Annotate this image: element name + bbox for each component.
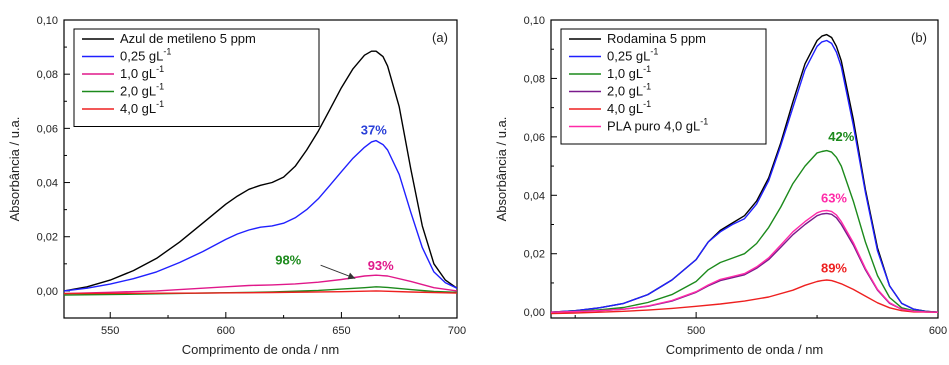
legend-entry: 2,0 gL-1 — [607, 82, 651, 99]
legend-label-superscript: -1 — [650, 47, 658, 57]
series-line-1 — [551, 39, 938, 313]
series-line-1 — [64, 139, 457, 292]
series-group — [64, 50, 457, 296]
legend-entry: 0,25 gL-1 — [607, 47, 658, 64]
y-tick-label: 0,00 — [524, 307, 545, 319]
panel-label: (b) — [911, 30, 927, 45]
chart-panel-b: 500 600 0,00 0,02 0,04 0,06 0,08 0,10 Compriment… — [494, 15, 947, 357]
legend-label-superscript: -1 — [156, 64, 164, 74]
legend-entry: 1,0 gL-1 — [607, 64, 651, 81]
x-tick-label: 700 — [448, 325, 466, 337]
y-axis-label: Absorbância / u.a. — [7, 117, 22, 222]
legend-label: 2,0 gL — [607, 84, 643, 99]
legend-label: 4,0 gL — [607, 101, 643, 116]
legend-label: PLA puro 4,0 gL — [607, 119, 700, 134]
legend-box — [73, 28, 320, 127]
series-line-0 — [64, 50, 457, 292]
legend-label: 1,0 gL — [120, 66, 156, 81]
legend-label: 2,0 gL — [120, 84, 156, 99]
legend-entry: 1,0 gL-1 — [120, 64, 164, 81]
panel-label: (a) — [432, 30, 448, 45]
legend-label-superscript: -1 — [156, 82, 164, 92]
y-tick-label: 0,02 — [524, 249, 545, 261]
y-tick-label: 0,04 — [524, 190, 545, 202]
legend-entry: Azul de metileno 5 ppm — [120, 31, 256, 46]
x-tick-label: 650 — [332, 325, 350, 337]
series-line-3 — [551, 212, 938, 313]
legend-entry: 2,0 gL-1 — [120, 82, 164, 99]
legend-label: 4,0 gL — [120, 101, 156, 116]
chart-panel-a: 550 600 650 700 0,00 0,02 0,04 0,06 0,08 0,10 Comp… — [7, 15, 466, 357]
y-tick-label: 0,04 — [37, 178, 58, 190]
y-tick-label: 0,10 — [37, 15, 58, 27]
legend-entry: PLA puro 4,0 gL-1 — [607, 117, 708, 134]
x-axis-label: Comprimento de onda / nm — [182, 342, 340, 357]
annotation-percent: 37% — [361, 122, 387, 137]
legend-label: 0,25 gL — [607, 49, 650, 64]
legend-label-superscript: -1 — [700, 117, 708, 127]
legend-label: Rodamina 5 ppm — [607, 31, 706, 46]
legend-entry: 0,25 gL-1 — [120, 47, 171, 64]
annotation-percent: 93% — [368, 258, 394, 273]
x-axis-label: Comprimento de onda / nm — [666, 342, 824, 357]
x-tick-label: 550 — [101, 325, 119, 337]
y-tick-label: 0,06 — [37, 123, 58, 135]
legend-label: 0,25 gL — [120, 49, 163, 64]
legend-label-superscript: -1 — [643, 64, 651, 74]
y-tick-label: 0,02 — [37, 232, 58, 244]
series-line-5 — [551, 209, 938, 313]
legend-entry: Rodamina 5 ppm — [607, 31, 706, 46]
legend-entry: 4,0 gL-1 — [607, 99, 651, 116]
annotation-percent: 98% — [275, 252, 301, 267]
y-tick-label: 0,08 — [524, 73, 545, 85]
x-tick-label: 600 — [217, 325, 235, 337]
legend-label: Azul de metileno 5 ppm — [120, 31, 256, 46]
legend-label-superscript: -1 — [643, 82, 651, 92]
legend-label-superscript: -1 — [156, 99, 164, 109]
legend-entry: 4,0 gL-1 — [120, 99, 164, 116]
series-line-4 — [64, 290, 457, 295]
y-axis-label: Absorbância / u.a. — [494, 117, 509, 222]
annotation-percent: 89% — [821, 261, 847, 276]
x-tick-label: 500 — [687, 325, 705, 337]
y-tick-label: 0,10 — [524, 15, 545, 27]
legend-label: 1,0 gL — [607, 66, 643, 81]
series-line-2 — [64, 274, 457, 295]
y-tick-label: 0,08 — [37, 69, 58, 81]
series-line-4 — [551, 279, 938, 315]
plot-frame — [63, 19, 458, 319]
legend-label-superscript: -1 — [163, 47, 171, 57]
legend-box — [560, 28, 767, 145]
legend-label-superscript: -1 — [643, 99, 651, 109]
annotation-percent: 42% — [828, 129, 854, 144]
x-tick-label: 600 — [929, 325, 947, 337]
plot-frame — [550, 19, 939, 319]
series-group — [551, 33, 938, 315]
annotation-arrow-head — [347, 272, 356, 280]
y-tick-label: 0,00 — [37, 286, 58, 298]
annotation-percent: 63% — [821, 191, 847, 206]
y-tick-label: 0,06 — [524, 132, 545, 144]
series-line-2 — [551, 149, 938, 313]
